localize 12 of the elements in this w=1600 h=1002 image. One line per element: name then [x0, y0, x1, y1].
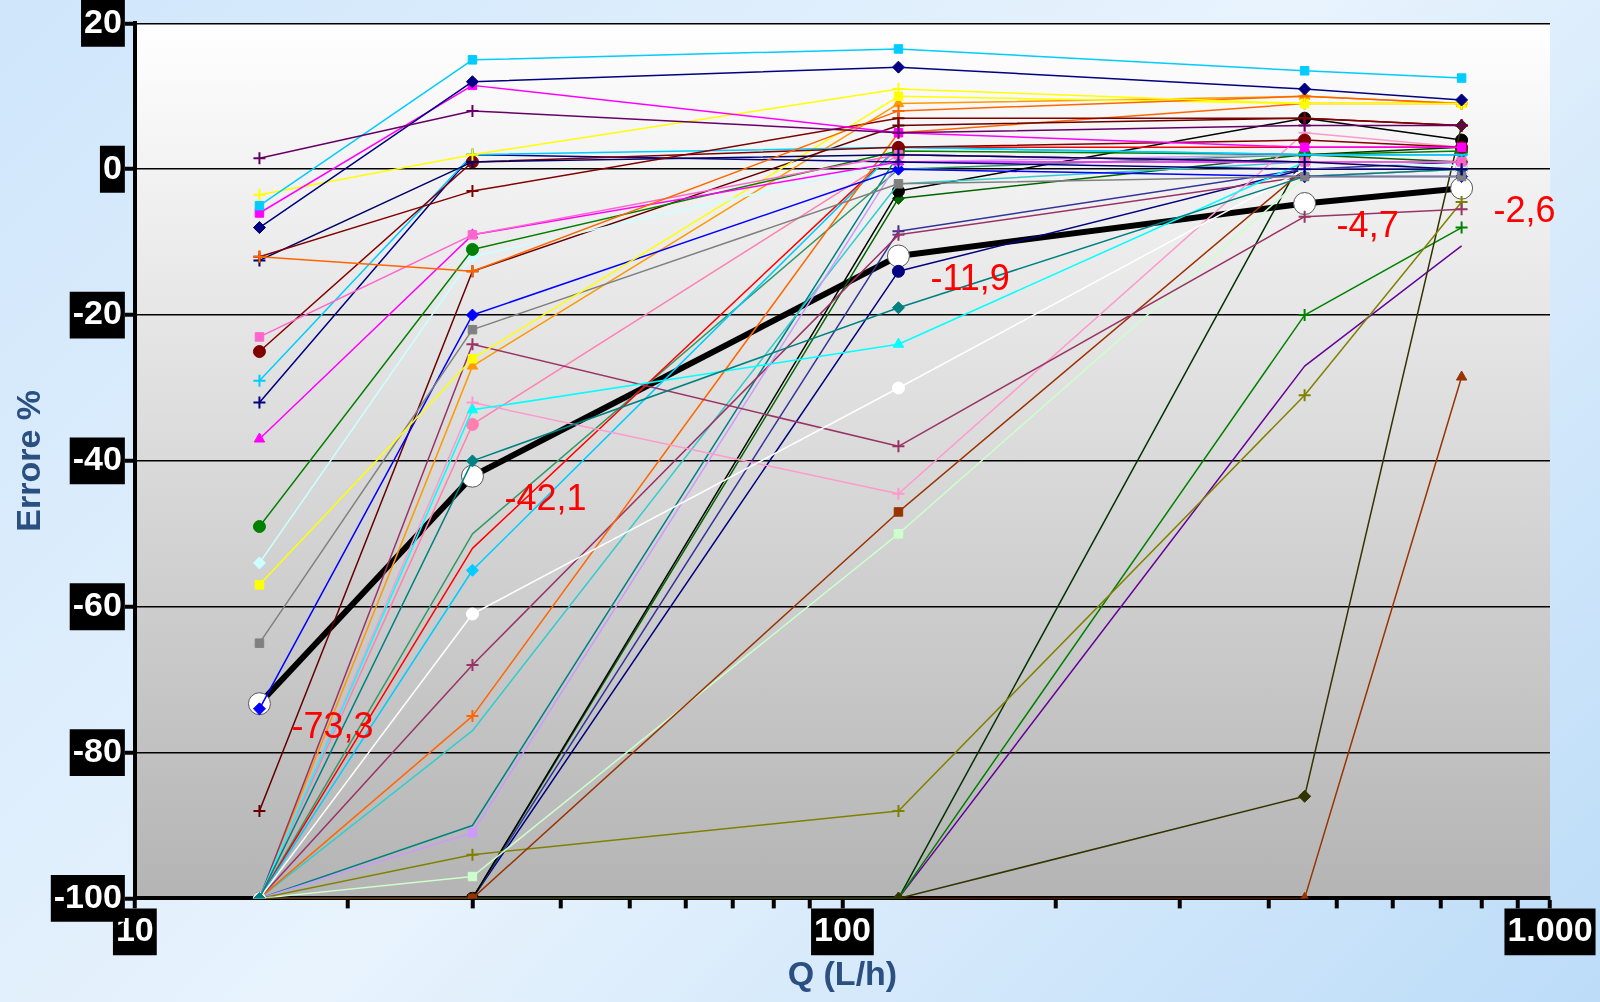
x-tick-label: 1.000	[1507, 910, 1593, 949]
y-tick-label: -60	[72, 585, 122, 624]
data-label: -4,7	[1336, 204, 1399, 246]
y-axis-title: Errore %	[8, 390, 47, 532]
x-axis-title: Q (L/h)	[787, 953, 898, 992]
data-label: -2,6	[1493, 189, 1556, 231]
y-tick-label: -40	[72, 439, 122, 478]
x-tick-label: 100	[814, 910, 871, 949]
y-tick-label: -20	[72, 293, 122, 332]
y-tick-label: 0	[102, 147, 122, 186]
y-tick-label: -80	[72, 730, 122, 769]
y-tick-label: 20	[84, 1, 122, 40]
